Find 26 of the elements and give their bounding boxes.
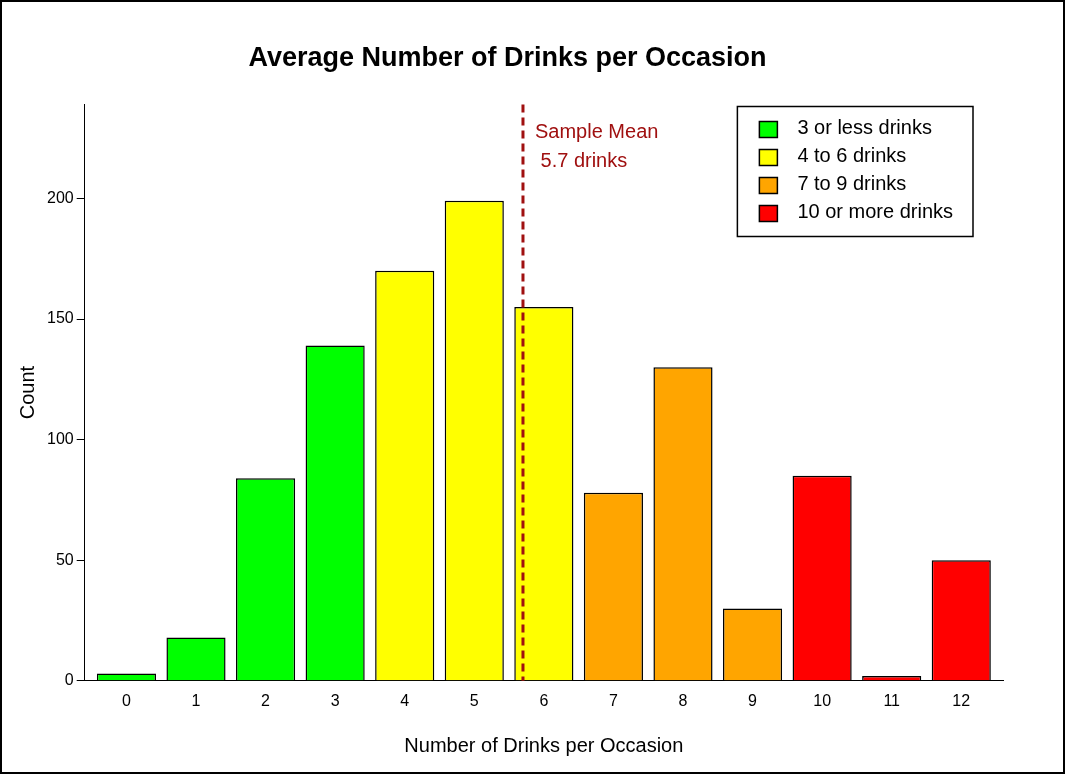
x-tick-label: 8 <box>678 691 688 709</box>
ref-line-label: Sample Mean 5.7 drinks <box>534 119 659 171</box>
x-tick-label: 11 <box>883 691 901 709</box>
y-tick-label: 50 <box>55 550 74 568</box>
legend-label: 7 to 9 drinks <box>797 171 907 194</box>
legend-label: 3 or less drinks <box>797 115 932 138</box>
x-tick-label: 7 <box>608 691 618 709</box>
legend-label: 10 or more drinks <box>797 199 954 222</box>
x-axis-title: Number of Drinks per Occasion <box>404 733 684 756</box>
y-tick-label: 0 <box>64 671 74 689</box>
y-tick-label: 200 <box>46 188 74 206</box>
x-tick-label: 5 <box>469 691 479 709</box>
y-tick-label: 100 <box>46 430 74 448</box>
x-tick-label: 1 <box>191 691 201 709</box>
y-axis-title: Count <box>15 365 38 420</box>
x-tick-label: 3 <box>330 691 340 709</box>
y-tick-label: 150 <box>46 309 74 327</box>
legend-label: 4 to 6 drinks <box>797 143 907 166</box>
x-tick-label: 9 <box>748 691 758 709</box>
chart-title: Average Number of Drinks per Occasion <box>248 41 767 72</box>
x-tick-label: 6 <box>539 691 549 709</box>
x-tick-label: 0 <box>121 691 131 709</box>
x-tick-label: 12 <box>952 691 971 709</box>
x-tick-label: 4 <box>400 691 410 709</box>
x-tick-label: 10 <box>813 691 832 709</box>
x-tick-label: 2 <box>261 691 271 709</box>
